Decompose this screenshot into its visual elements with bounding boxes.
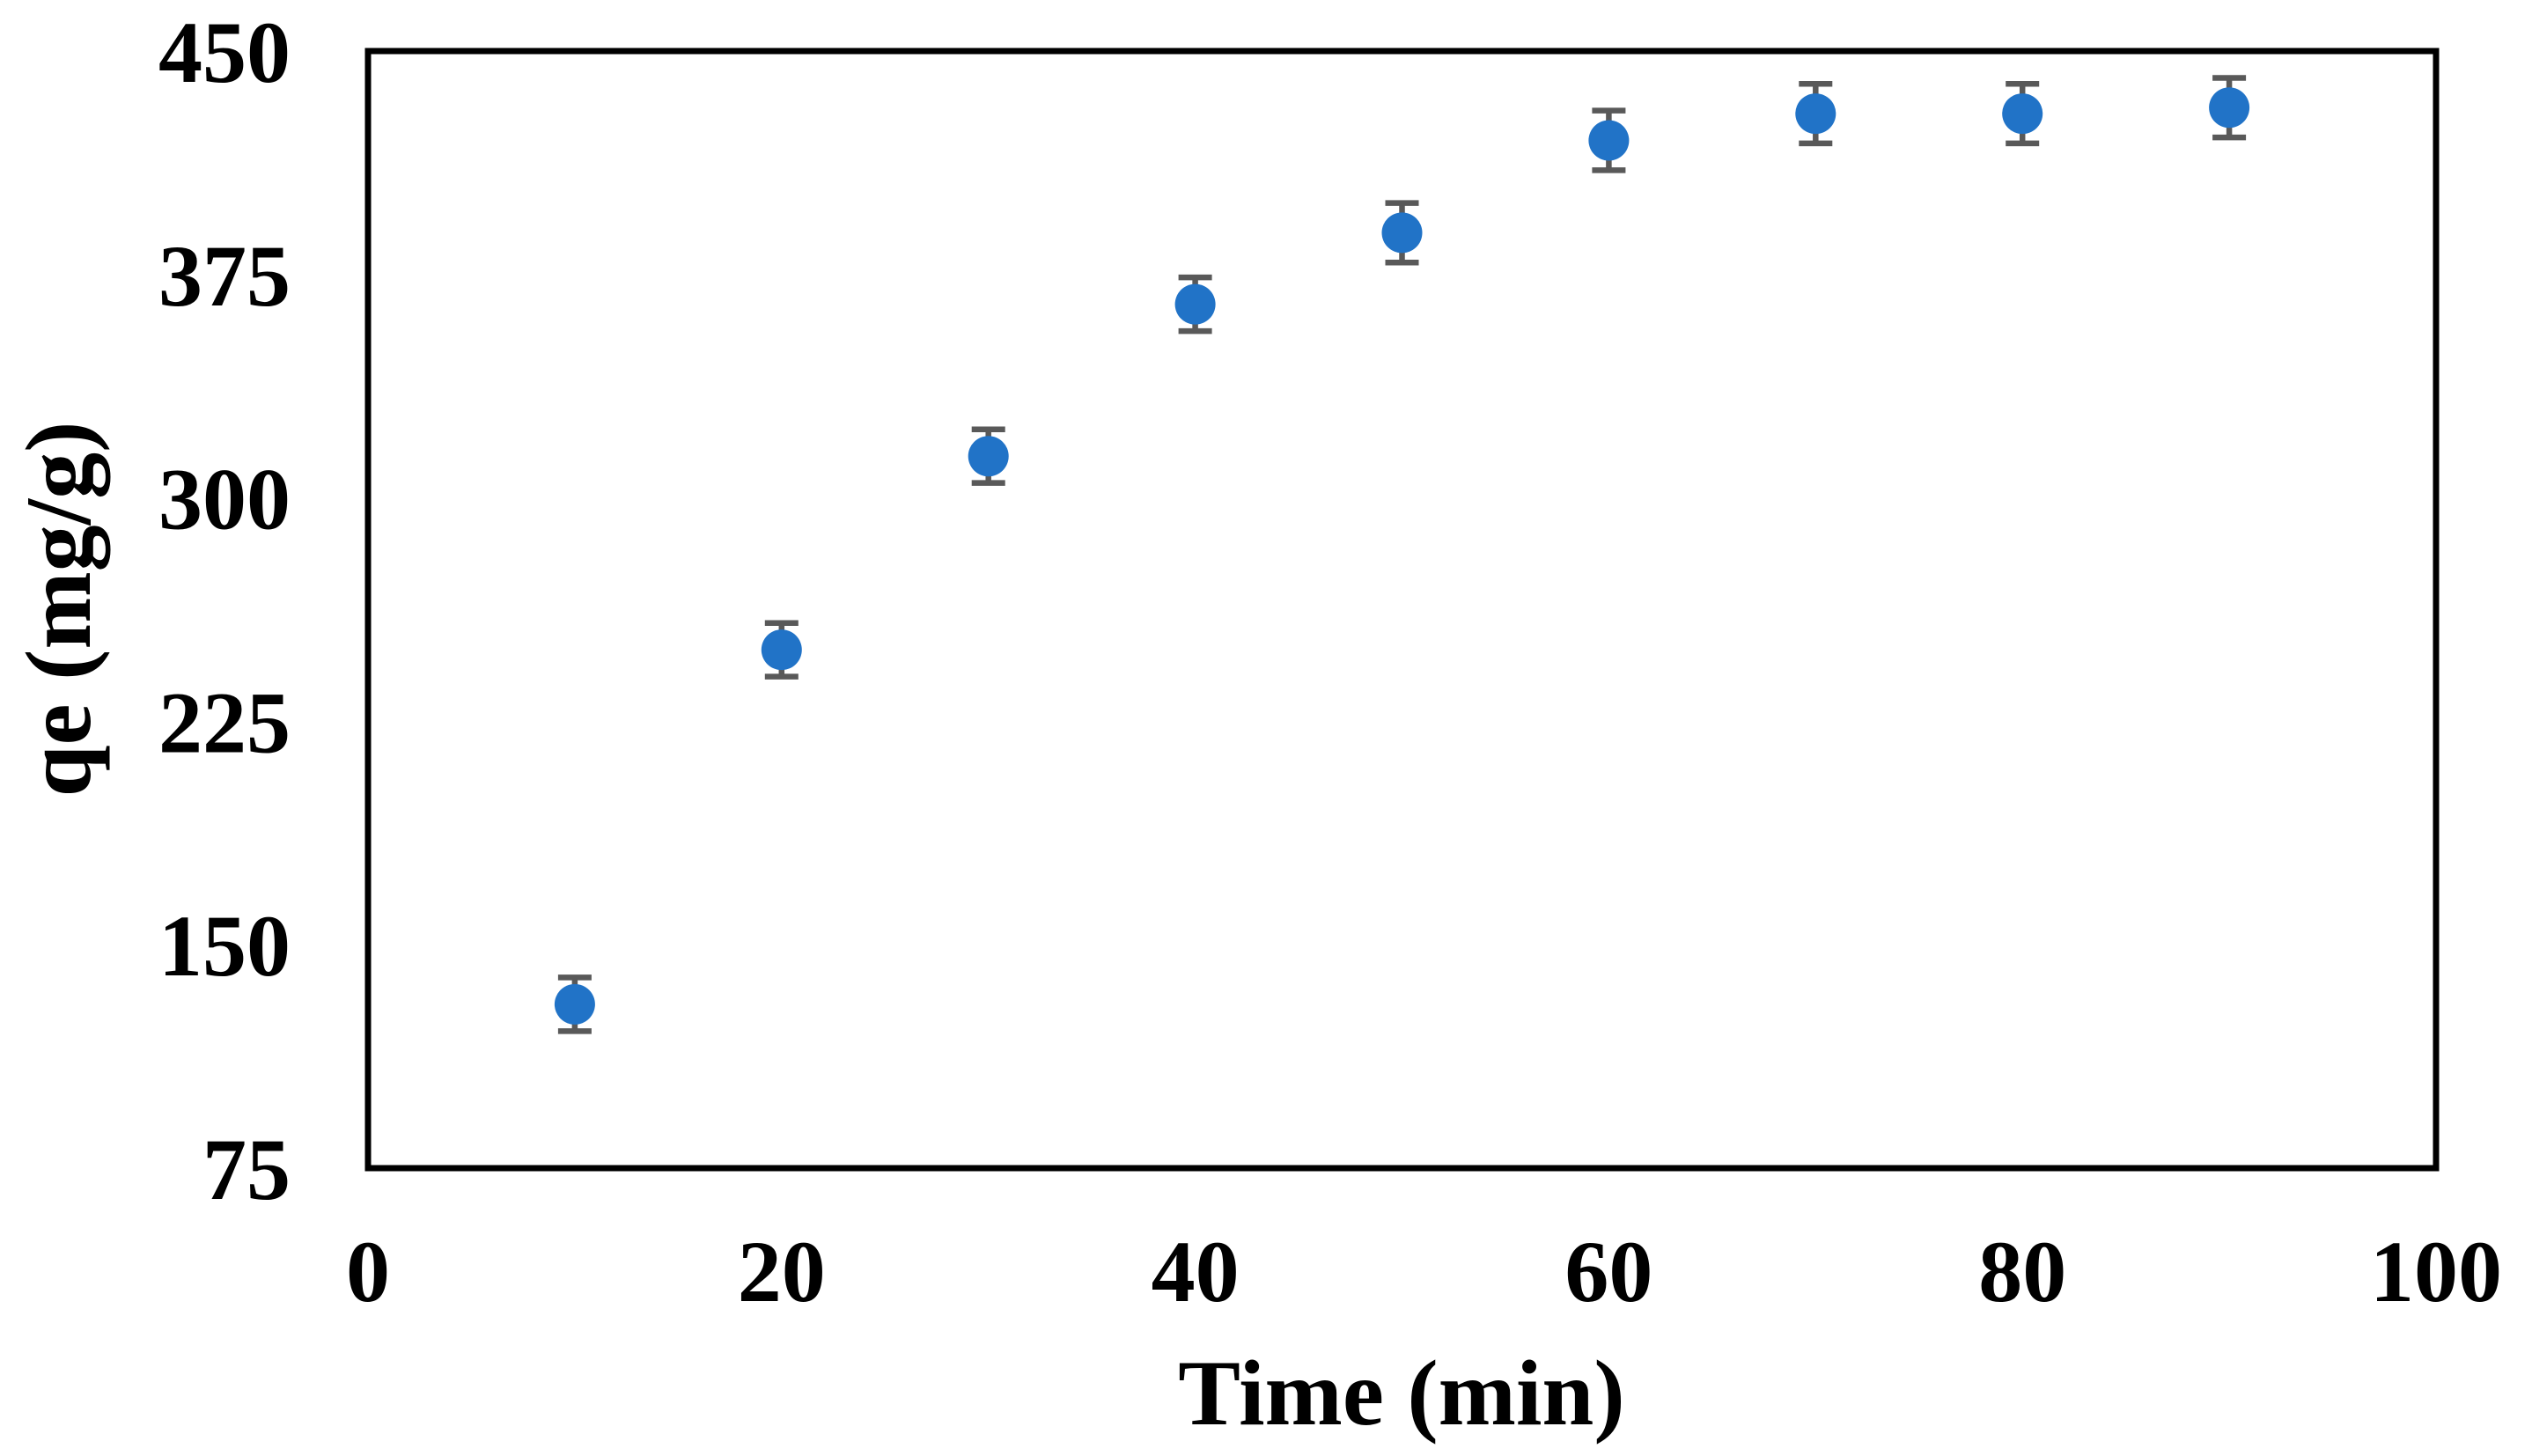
data-point bbox=[1381, 212, 1423, 254]
data-point bbox=[2209, 87, 2250, 129]
y-tick-label: 300 bbox=[158, 451, 291, 548]
y-tick-label: 450 bbox=[158, 4, 291, 101]
data-point bbox=[2002, 93, 2043, 135]
data-point bbox=[1588, 120, 1630, 161]
x-tick-label: 40 bbox=[1152, 1223, 1240, 1320]
data-point bbox=[1795, 93, 1836, 135]
data-points-layer bbox=[554, 87, 2250, 1025]
y-tick-label: 375 bbox=[158, 227, 291, 325]
y-tick-label: 225 bbox=[158, 673, 291, 771]
x-axis-title: Time (min) bbox=[1178, 1342, 1624, 1445]
plot-border bbox=[364, 48, 2440, 1172]
y-tick-label: 150 bbox=[158, 897, 291, 995]
x-tick-label: 60 bbox=[1564, 1223, 1652, 1320]
data-point bbox=[1174, 283, 1216, 325]
y-axis-tick-labels: 75 150 225 300 375 450 bbox=[158, 4, 291, 1218]
x-tick-label: 80 bbox=[1978, 1223, 2066, 1320]
data-point bbox=[554, 983, 595, 1025]
x-tick-label: 0 bbox=[346, 1223, 390, 1320]
x-axis-tick-labels: 0 20 40 60 80 100 bbox=[346, 1223, 2502, 1320]
x-tick-label: 20 bbox=[738, 1223, 826, 1320]
x-tick-label: 100 bbox=[2370, 1223, 2502, 1320]
y-tick-label: 75 bbox=[202, 1121, 291, 1218]
data-point bbox=[761, 629, 802, 671]
data-point bbox=[968, 436, 1009, 477]
y-axis-title: qe (mg/g) bbox=[7, 422, 110, 798]
